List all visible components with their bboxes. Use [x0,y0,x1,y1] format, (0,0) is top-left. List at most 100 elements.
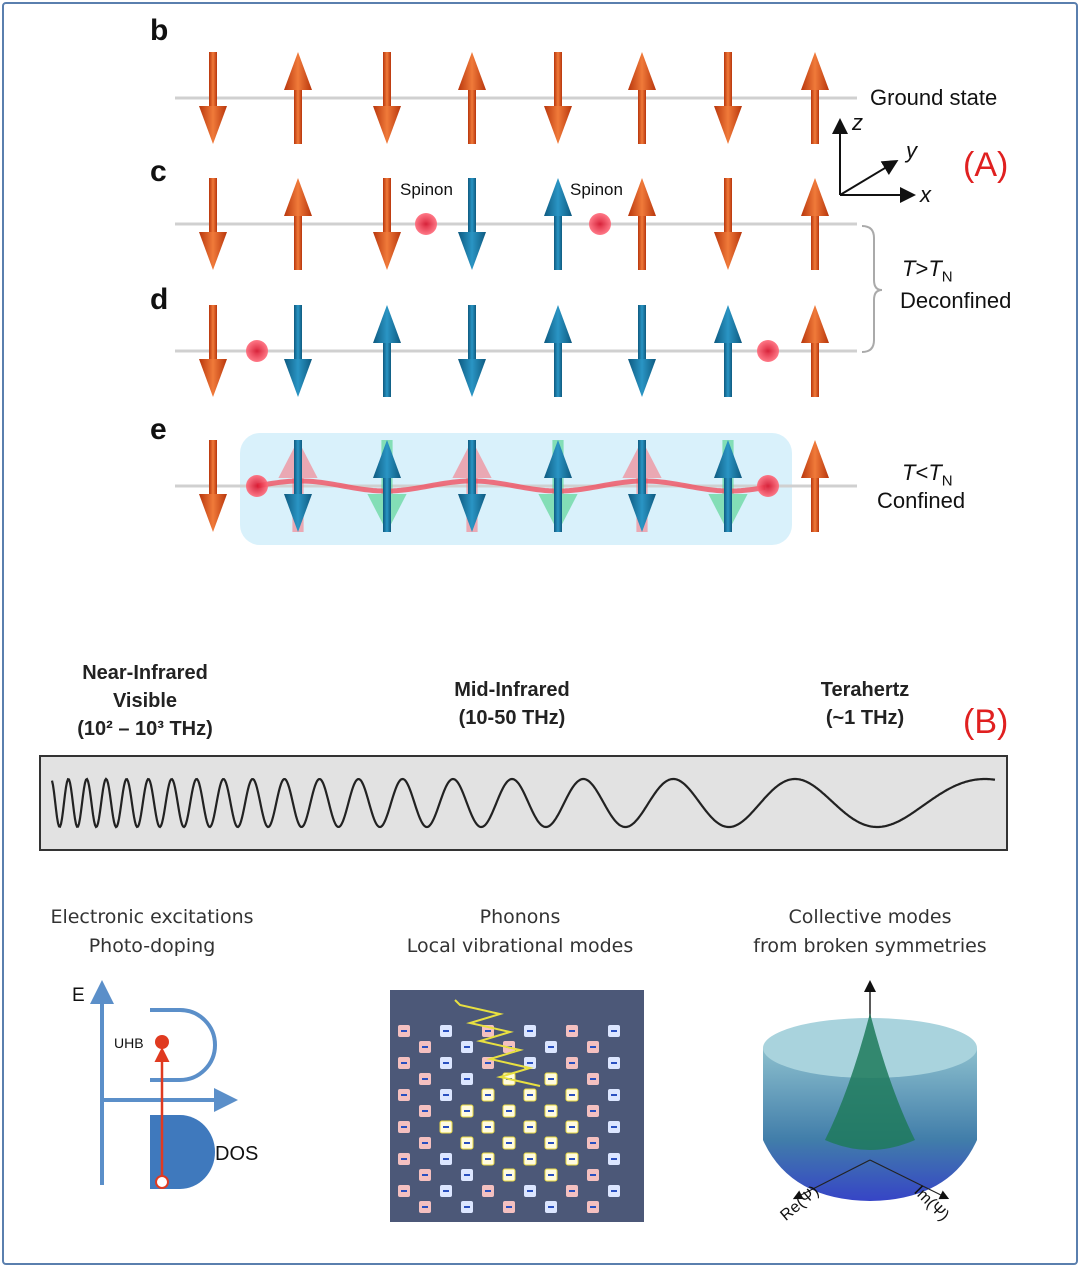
arrow-head [199,232,227,270]
arrow-head [458,232,486,270]
arrow-shaft [724,478,732,532]
atom-displacement [569,1126,575,1128]
spin-down-arrow [199,305,227,397]
lattice-background [390,990,644,1222]
atom-displacement [464,1078,470,1080]
row-label-e: e [150,413,167,446]
arrow-head [373,305,401,343]
arrow-head [544,178,572,216]
atom-displacement [548,1110,554,1112]
atom-displacement [443,1190,449,1192]
atom-displacement [422,1078,428,1080]
arrow-shaft [383,478,391,532]
atom-displacement [422,1142,428,1144]
phonon-lattice-image [390,990,644,1222]
spin-down-arrow [199,178,227,270]
atom-displacement [422,1206,428,1208]
atom-displacement [401,1030,407,1032]
dos-axis-label: DOS [215,1143,259,1165]
band-diagram [90,980,238,1189]
atom-displacement [548,1078,554,1080]
atom-displacement [485,1158,491,1160]
arrow-head [199,359,227,397]
atom-displacement [506,1110,512,1112]
arrow-shaft [468,305,476,359]
atom-displacement [401,1158,407,1160]
arrow-shaft [724,178,732,232]
arrow-shaft [209,52,217,106]
panel-b-label: (B) [963,703,1009,741]
spin-down-arrow [714,178,742,270]
chirp-wave [50,777,996,829]
hole-icon [155,1175,169,1189]
atom-displacement [527,1158,533,1160]
arrow-head [458,494,486,532]
atom-displacement [527,1062,533,1064]
atom-displacement [611,1158,617,1160]
arrow-head [801,52,829,90]
spin-down-arrow [714,52,742,144]
row-label-c: c [150,155,167,188]
arrow-head [373,106,401,144]
atom-displacement [611,1126,617,1128]
string-region [240,433,792,545]
spin-up-arrow [458,52,486,144]
atom-displacement [548,1142,554,1144]
lower-hubbard-band [150,1115,215,1189]
arrow-head [714,440,742,478]
arrow-head [628,359,656,397]
atom-displacement [569,1062,575,1064]
deconfined-condition: T>TN [902,256,953,286]
arrow-shaft [468,90,476,144]
atom-displacement [527,1126,533,1128]
atom-displacement [611,1030,617,1032]
atom-displacement [527,1030,533,1032]
atom-displacement [590,1110,596,1112]
arrow-head [801,305,829,343]
atom-displacement [548,1046,554,1048]
coordinate-axes [832,118,916,203]
spinon [757,475,779,497]
temperature-brace [861,225,883,353]
arrow-head [284,178,312,216]
atom-displacement [443,1158,449,1160]
confined-label: Confined [877,488,966,513]
axis-x-label: x [920,182,931,207]
atom-displacement [506,1206,512,1208]
atom-displacement [443,1094,449,1096]
category-phonons: Phonons Local vibrational modes [406,906,634,957]
atom-displacement [548,1206,554,1208]
spin-up-arrow [801,178,829,270]
band-nir-visible: Near-Infrared Visible (10² – 10³ THz) [77,662,213,740]
spin-up-arrow [373,440,401,532]
arrow-shaft [294,440,302,494]
spin-up-arrow [801,440,829,532]
atom-displacement [569,1030,575,1032]
spin-down-arrow [199,52,227,144]
row-label-d: d [150,283,169,316]
arrow-shaft [294,305,302,359]
arrow-shaft [209,178,217,232]
atom-displacement [485,1062,491,1064]
spin-up-arrow [714,305,742,397]
arrow-shaft [811,90,819,144]
row-label-b: b [150,14,169,47]
arrow-shaft [724,52,732,106]
atom-displacement [590,1206,596,1208]
arrow-shaft [209,440,217,494]
spin-down-arrow [458,178,486,270]
arrow-head [714,106,742,144]
axis-z-label: z [852,110,863,135]
arrow-shaft [383,52,391,106]
arrow-shaft [468,178,476,232]
atom-displacement [569,1094,575,1096]
arrow-shaft [554,52,562,106]
atom-displacement [464,1110,470,1112]
spinon-label: Spinon [400,180,453,199]
atom-displacement [464,1046,470,1048]
arrow-head [801,178,829,216]
atom-displacement [422,1110,428,1112]
spin-chains [175,52,857,545]
upper-hubbard-band [150,1008,217,1082]
